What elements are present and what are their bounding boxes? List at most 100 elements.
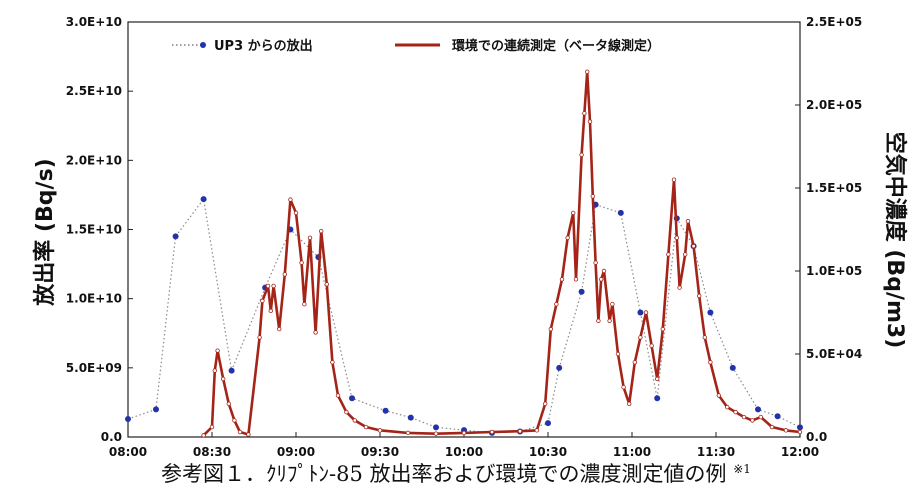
concentration-point [573, 277, 579, 282]
left-tick-label: 2.5E+10 [66, 84, 122, 98]
concentration-point [677, 285, 682, 290]
x-tick-label: 10:00 [445, 445, 483, 459]
concentration-point [293, 210, 299, 216]
release-rate-point [545, 420, 551, 427]
concentration-point [299, 260, 304, 265]
concentration-point [674, 235, 679, 240]
release-rate-point [774, 413, 781, 420]
concentration-point [313, 330, 318, 335]
concentration-point [352, 418, 357, 423]
figure-caption: 参考図１．ｸﾘﾌﾟﾄﾝ-85 放出率および環境での濃度測定値の例 ※1 [0, 458, 912, 488]
concentration-point [643, 310, 649, 315]
legend-label-concentration: 環境での連続測定（ベータ線測定） [452, 38, 660, 54]
release-rate-point [125, 416, 131, 423]
plot-frame [127, 21, 801, 438]
release-rate-line [127, 197, 801, 434]
concentration-point [638, 335, 643, 340]
concentration-point [201, 433, 206, 438]
x-tick-label: 08:00 [109, 445, 147, 459]
concentration-point [685, 218, 691, 224]
concentration-point [671, 177, 677, 182]
concentration-point [769, 424, 775, 430]
concentration-point [271, 283, 276, 289]
concentration-point [585, 69, 590, 74]
concentration-point [265, 283, 271, 289]
caption-text: 参考図１．ｸﾘﾌﾟﾄﾝ-85 放出率および環境での濃度測定値の例 [161, 462, 727, 486]
plot-area-border [127, 21, 801, 438]
concentration-point [268, 308, 273, 314]
concentration-point [543, 401, 548, 406]
concentration-point [335, 393, 341, 398]
concentration-point [632, 360, 637, 365]
legend-marker-release [200, 42, 206, 48]
concentration-point [733, 409, 738, 415]
concentration-point [461, 430, 467, 436]
concentration-point [565, 235, 570, 240]
x-tick-label: 12:00 [781, 445, 819, 459]
concentration-point [237, 429, 243, 435]
concentration-point [534, 428, 539, 433]
concentration-point [649, 343, 654, 348]
concentration-point [797, 429, 803, 435]
concentration-point [627, 401, 632, 406]
x-axis: 08:00 08:30 09:00 09:30 10:00 10:30 11:00 11:30… [109, 432, 819, 459]
concentration-point [716, 393, 721, 398]
concentration-point [683, 252, 688, 257]
concentration-point [282, 272, 287, 277]
concentration-point [559, 277, 565, 282]
release-rate-point [153, 406, 159, 413]
concentration-point [702, 335, 707, 340]
x-tick-label: 10:30 [529, 445, 567, 459]
concentration-point [220, 376, 226, 382]
release-rate-point [349, 395, 355, 402]
right-y-axis: 0.0 5.0E+04 1.0E+05 1.5E+05 2.0E+05 2.5E+05 [795, 15, 862, 444]
concentration-point [209, 424, 215, 430]
concentration-point [621, 385, 626, 390]
release-rate-point [382, 407, 389, 414]
x-tick-label: 09:00 [277, 445, 315, 459]
right-tick-label: 1.0E+05 [806, 264, 862, 278]
concentration-point [344, 409, 349, 415]
right-tick-label: 5.0E+04 [806, 347, 862, 361]
right-tick-label: 0.0 [806, 430, 827, 444]
concentration-point [517, 428, 523, 434]
concentration-point [226, 401, 231, 406]
release-rate-point [617, 209, 624, 216]
concentration-point [783, 428, 789, 433]
concentration-point [548, 326, 553, 332]
left-tick-label: 2.0E+10 [66, 153, 122, 167]
left-tick-label: 5.0E+09 [66, 361, 122, 375]
concentration-point [246, 432, 251, 437]
concentration-point [377, 428, 383, 433]
release-rate-point [578, 288, 585, 295]
concentration-point [607, 318, 612, 323]
left-axis-label: 放出率 (Bq/s) [32, 158, 58, 306]
concentration-point [433, 431, 439, 436]
release-rate-point [654, 395, 661, 402]
x-tick-label: 11:30 [697, 445, 735, 459]
legend-label-release: UP3 からの放出 [214, 38, 313, 54]
concentration-point [725, 404, 730, 410]
concentration-point [758, 414, 763, 420]
release-rate-point [556, 364, 563, 371]
concentration-point [601, 268, 607, 274]
concentration-point [655, 376, 660, 382]
x-tick-label: 08:30 [193, 445, 231, 459]
concentration-point [596, 318, 601, 323]
concentration-point [593, 260, 598, 265]
concentration-point [302, 302, 307, 307]
concentration-line [202, 70, 801, 437]
concentration-point [257, 335, 262, 340]
concentration-point [277, 326, 282, 332]
concentration-point [590, 194, 595, 199]
legend: UP3 からの放出 環境での連続測定（ベータ線測定） [172, 38, 660, 54]
concentration-point [750, 418, 755, 423]
concentration-point [615, 351, 621, 357]
concentration-point [599, 277, 604, 282]
concentration-point [489, 429, 495, 435]
concentration-point [708, 360, 713, 365]
caption-note: ※1 [733, 462, 751, 476]
concentration-point [260, 298, 265, 304]
concentration-point [741, 414, 747, 420]
